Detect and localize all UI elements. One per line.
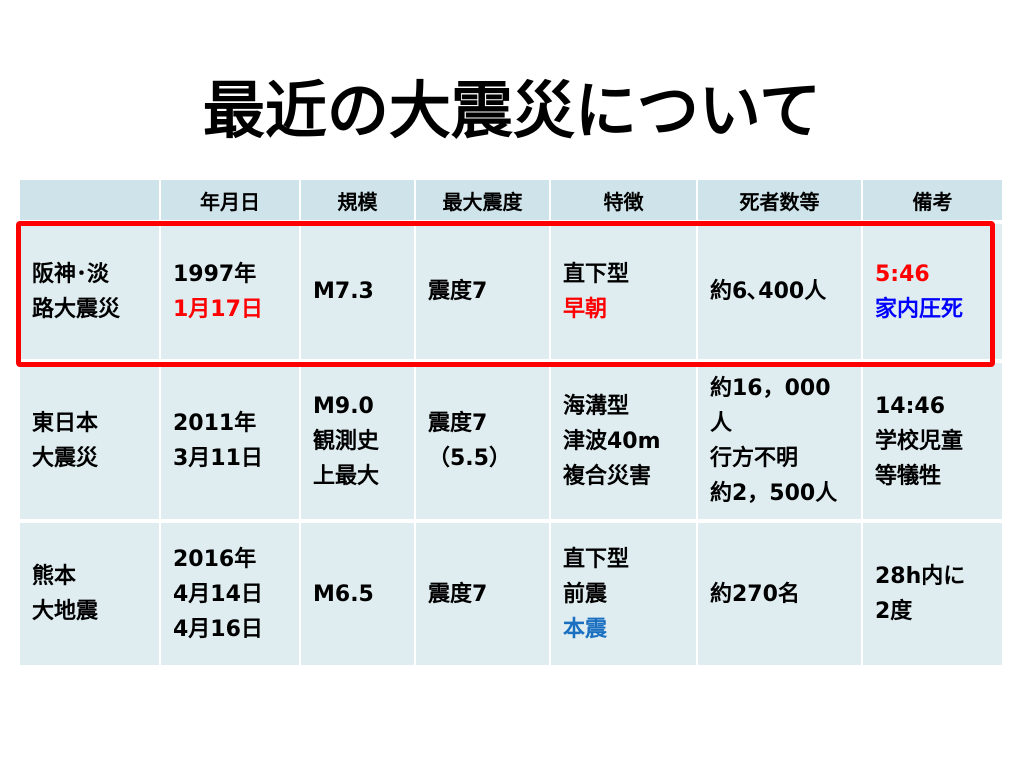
cell-line: 学校児童 [875, 428, 964, 454]
cell-line: 上最大 [313, 463, 380, 489]
cell-line: 直下型 [563, 546, 630, 572]
table-cell: 直下型 前震 本震 [550, 521, 698, 669]
cell-line: 東日本 [32, 411, 99, 436]
table-row: 熊本 大地震 2016年 4月14日 4月16日 M6.5 震度7 直下型 前震 本震 約270名 2… [20, 521, 1004, 669]
table-cell: 震度7 [415, 521, 551, 669]
table-cell: 約16，000 人行方不明約2，500人 [697, 361, 863, 523]
table-cell: 海溝型津波40m 複合災害 [550, 361, 698, 523]
cell-line: 震度7 [428, 411, 488, 436]
cell-line: 熊本 [32, 564, 77, 589]
cell-line: M9.0 [313, 393, 374, 419]
cell-line: 路大震災 [32, 296, 121, 322]
cell-line: 3月11日 [173, 446, 263, 471]
cell-line: 約2，500人 [710, 481, 838, 506]
header-cell: 規模 [300, 180, 416, 224]
header-row: 年月日 規模 最大震度 特徴 死者数等 備考 [20, 180, 1004, 224]
cell-line: 人 [710, 411, 733, 436]
header-cell [20, 180, 161, 224]
cell-line: （5.5） [428, 446, 511, 471]
cell-line: 直下型 [563, 261, 630, 287]
cell-line: 等犠牲 [875, 463, 942, 489]
cell-line: 本震 [563, 616, 608, 642]
table-row: 阪神･淡 路大震災 1997年 1月17日 M7.3 震度7 直下型 早朝 約6､400人 5:4… [20, 222, 1004, 363]
cell-line: 2016年 [173, 546, 257, 572]
cell-line: 2度 [875, 599, 913, 624]
cell-line: M6.5 [313, 581, 374, 607]
cell-line: 前震 [563, 581, 608, 607]
table-cell: 2011年 3月11日 [160, 361, 301, 523]
cell-line: 家内圧死 [875, 296, 964, 322]
cell-line: 震度7 [428, 279, 488, 304]
cell-line: 1月17日 [173, 296, 263, 322]
table-row: 東日本大震災 2011年 3月11日 M9.0 観測史上最大 震度7 （5.5） 海溝型津波4… [20, 361, 1004, 523]
cell-line: 約6､400人 [710, 279, 827, 304]
table-cell: 東日本 大震災 [20, 361, 161, 523]
slide-title: 最近の大震災について [202, 74, 822, 147]
table-cell: 28h内に 2度 [862, 521, 1004, 669]
table-cell: 阪神･淡路大震災 [20, 222, 161, 363]
table-cell: 震度7 （5.5） [415, 361, 551, 523]
cell-line: 4月16日 [173, 616, 263, 642]
table-cell: 熊本 大地震 [20, 521, 161, 669]
cell-line: 14:46 [875, 393, 946, 419]
table-cell: 14:46 学校児童等犠牲 [862, 361, 1004, 523]
table-cell: 約6､400人 [697, 222, 863, 363]
cell-line: 2011年 [173, 411, 257, 436]
cell-line: 複合災害 [563, 463, 652, 489]
cell-line: 津波40m [563, 428, 661, 454]
table-body: 阪神･淡 路大震災 1997年 1月17日 M7.3 震度7 直下型 早朝 約6､400人 5:4… [20, 222, 1004, 669]
cell-line: 行方不明 [710, 446, 799, 471]
header-cell: 死者数等 [697, 180, 863, 224]
table-cell: M7.3 [300, 222, 416, 363]
header-cell: 年月日 [160, 180, 301, 224]
table-cell: 2016年 4月14日 4月16日 [160, 521, 301, 669]
cell-line: M7.3 [313, 279, 374, 304]
table-cell: M6.5 [300, 521, 416, 669]
table: 年月日 規模 最大震度 特徴 死者数等 備考 阪神･淡路大震災 1997年 1月17日 M7.3… [20, 180, 1004, 669]
cell-line: 大震災 [32, 446, 99, 471]
cell-line: 約270名 [710, 581, 800, 607]
cell-line: 28h内に [875, 564, 966, 589]
table-cell: M9.0 観測史上最大 [300, 361, 416, 523]
header-cell: 最大震度 [415, 180, 551, 224]
header-cell: 備考 [862, 180, 1004, 224]
cell-line: 観測史 [313, 428, 380, 454]
cell-line: 5:46 [875, 261, 930, 287]
cell-line: 約16，000 [710, 376, 831, 401]
table-cell: 震度7 [415, 222, 551, 363]
cell-line: 海溝型 [563, 393, 630, 419]
table-cell: 1997年 1月17日 [160, 222, 301, 363]
table-cell: 約270名 [697, 521, 863, 669]
header-cell: 特徴 [550, 180, 698, 224]
cell-line: 早朝 [563, 296, 608, 322]
table-cell: 5:46 家内圧死 [862, 222, 1004, 363]
table-cell: 直下型 早朝 [550, 222, 698, 363]
cell-line: 大地震 [32, 599, 99, 624]
cell-line: 4月14日 [173, 581, 263, 607]
cell-line: 1997年 [173, 261, 257, 287]
cell-line: 阪神･淡 [32, 261, 110, 287]
cell-line: 震度7 [428, 581, 488, 607]
